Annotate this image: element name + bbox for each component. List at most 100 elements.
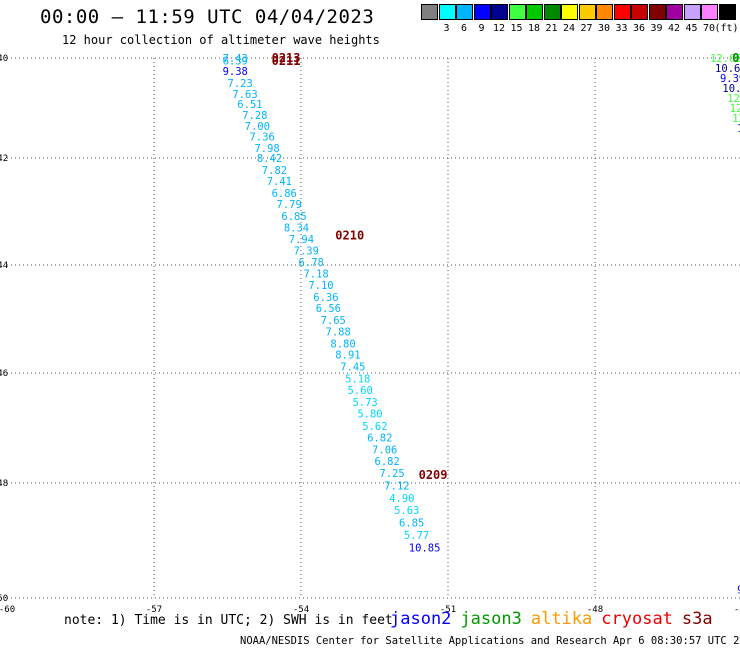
y-tick-label: -50 (0, 594, 8, 604)
legend-label: 36 (632, 23, 646, 34)
legend-label: 9 (478, 23, 485, 34)
legend-swatch (456, 4, 473, 20)
swh-value-main-track: 8.42 (257, 153, 282, 165)
legend-label: (ft) (714, 23, 739, 34)
satellite-legend-entry: cryosat (601, 609, 673, 629)
swh-value-east-track: 10.60 (722, 83, 740, 95)
time-label: 0210 (335, 229, 364, 243)
satellite-legend-entry: jason2 (390, 609, 452, 629)
time-label: 0213 (272, 51, 301, 65)
swh-value-main-track: 8.34 (284, 223, 309, 235)
swh-value-main-track: 7.82 (262, 165, 287, 177)
swh-value-main-track: 7.10 (308, 280, 333, 292)
swh-value-main-track: 6.51 (237, 99, 262, 111)
swh-value-main-track: 10.85 (409, 542, 441, 554)
swh-value-main-track: 5.77 (404, 530, 429, 542)
swh-value-main-track: 7.06 (372, 444, 397, 456)
swh-value-main-track: 7.88 (326, 326, 351, 338)
legend-label: 42 (667, 23, 681, 34)
swh-value-main-track: 6.56 (316, 303, 341, 315)
swh-value-east-track: 12.26 (727, 93, 740, 105)
swh-value-main-track: 5.18 (345, 374, 370, 386)
x-tick-label: -51 (440, 605, 456, 615)
swh-value-main-track: 7.41 (267, 176, 292, 188)
swh-value-main-track: 9.38 (223, 66, 248, 78)
swh-value-main-track: 7.63 (232, 89, 257, 101)
swh-value-east-track: 10.63 (715, 63, 740, 75)
x-tick-label: -57 (146, 605, 162, 615)
swh-value-main-track: 7.43 (223, 53, 248, 65)
swh-value-main-track: 6.85 (399, 518, 424, 530)
legend-label: 45 (685, 23, 698, 34)
swh-value-east-track-south: 9.03 (737, 584, 740, 596)
swh-value-main-track: 6.78 (299, 257, 324, 269)
swh-value-main-track: 5.63 (394, 505, 419, 517)
legend-swatch (631, 4, 648, 20)
y-tick-label: -40 (0, 54, 8, 64)
swh-value-main-track: 4.90 (389, 493, 414, 505)
legend-label: 39 (650, 23, 663, 34)
swh-value-main-track: 7.36 (250, 132, 275, 144)
legend-label: 24 (562, 23, 576, 34)
x-tick-label: -45 (734, 605, 740, 615)
y-tick-label: -42 (0, 154, 8, 164)
swh-value-main-track: 5.60 (348, 385, 373, 397)
legend-swatch (438, 4, 456, 20)
satellite-legend-entry: altika (530, 609, 593, 629)
swh-value-east-track: 10.8 (737, 123, 740, 135)
swh-value-main-track: 6.82 (367, 432, 392, 444)
legend-label: 70 (702, 23, 716, 34)
legend-swatch (491, 4, 508, 20)
legend-swatch (561, 4, 578, 20)
footer-note: note: 1) Time is in UTC; 2) SWH is in fe… (64, 613, 393, 628)
legend-swatch (718, 4, 736, 20)
satellite-legend: jason2 jason3 altika cryosat s3a (390, 609, 722, 629)
legend-swatch (421, 4, 438, 20)
legend-swatch (508, 4, 526, 20)
footer-credit: NOAA/NESDIS Center for Satellite Applica… (240, 635, 740, 647)
swh-value-main-track: 6.86 (272, 188, 297, 200)
swh-value-main-track: 6.36 (313, 292, 338, 304)
time-label: 0211 (272, 54, 301, 68)
chart-title: 00:00 — 11:59 UTC 04/04/2023 (40, 6, 375, 28)
swh-value-main-track: 8.80 (330, 338, 355, 350)
axis-tick-labels: -40 -42 -44 -46 -48 -50 -57 -54 -51 -48 -45 -60 (0, 54, 740, 615)
legend-label: 6 (460, 23, 468, 34)
swh-value-main-track: 7.28 (242, 110, 267, 122)
swh-value-main-track: 8.91 (335, 350, 360, 362)
swh-value-main-track: 7.18 (303, 269, 328, 281)
corner-tick-label: -60 (0, 605, 15, 615)
legend-label: 15 (510, 23, 523, 34)
swh-value-main-track: 6.82 (375, 456, 400, 468)
swh-value-main-track: 6.85 (281, 211, 306, 223)
legend-swatch (613, 4, 631, 20)
legend-label: 12 (492, 23, 506, 34)
swh-value-main-track: 7.79 (277, 199, 302, 211)
swh-value-main-track: 7.98 (254, 143, 279, 155)
legend-swatch (473, 4, 491, 20)
x-tick-label: -48 (587, 605, 603, 615)
swh-value-main-track: 7.25 (379, 468, 404, 480)
swh-value-east-track: 9.39 (720, 73, 740, 85)
grid-lines (7, 57, 740, 599)
swh-value-main-track: 5.80 (357, 409, 382, 421)
swh-value-main-track: 7.94 (289, 234, 314, 246)
legend-label: 33 (615, 23, 628, 34)
swh-value-main-track: 6.39 (223, 56, 248, 68)
satellite-legend-entry: s3a (681, 609, 713, 629)
x-tick-label: -54 (293, 605, 309, 615)
swh-value-main-track: 7.65 (321, 315, 346, 327)
legend-swatch (578, 4, 596, 20)
swh-value-main-track: 7.12 (384, 480, 409, 492)
legend-swatch (543, 4, 561, 20)
legend-label: 18 (527, 23, 541, 34)
swh-data-points: 7.436.399.387.237.636.517.287.007.367.98… (223, 53, 740, 596)
chart-subtitle: 12 hour collection of altimeter wave hei… (62, 33, 380, 47)
legend-swatch (596, 4, 613, 20)
satellite-legend-entry: jason3 (460, 609, 522, 629)
swh-value-main-track: 7.45 (340, 362, 365, 374)
legend-label: 27 (580, 23, 593, 34)
legend-swatch (683, 4, 701, 20)
